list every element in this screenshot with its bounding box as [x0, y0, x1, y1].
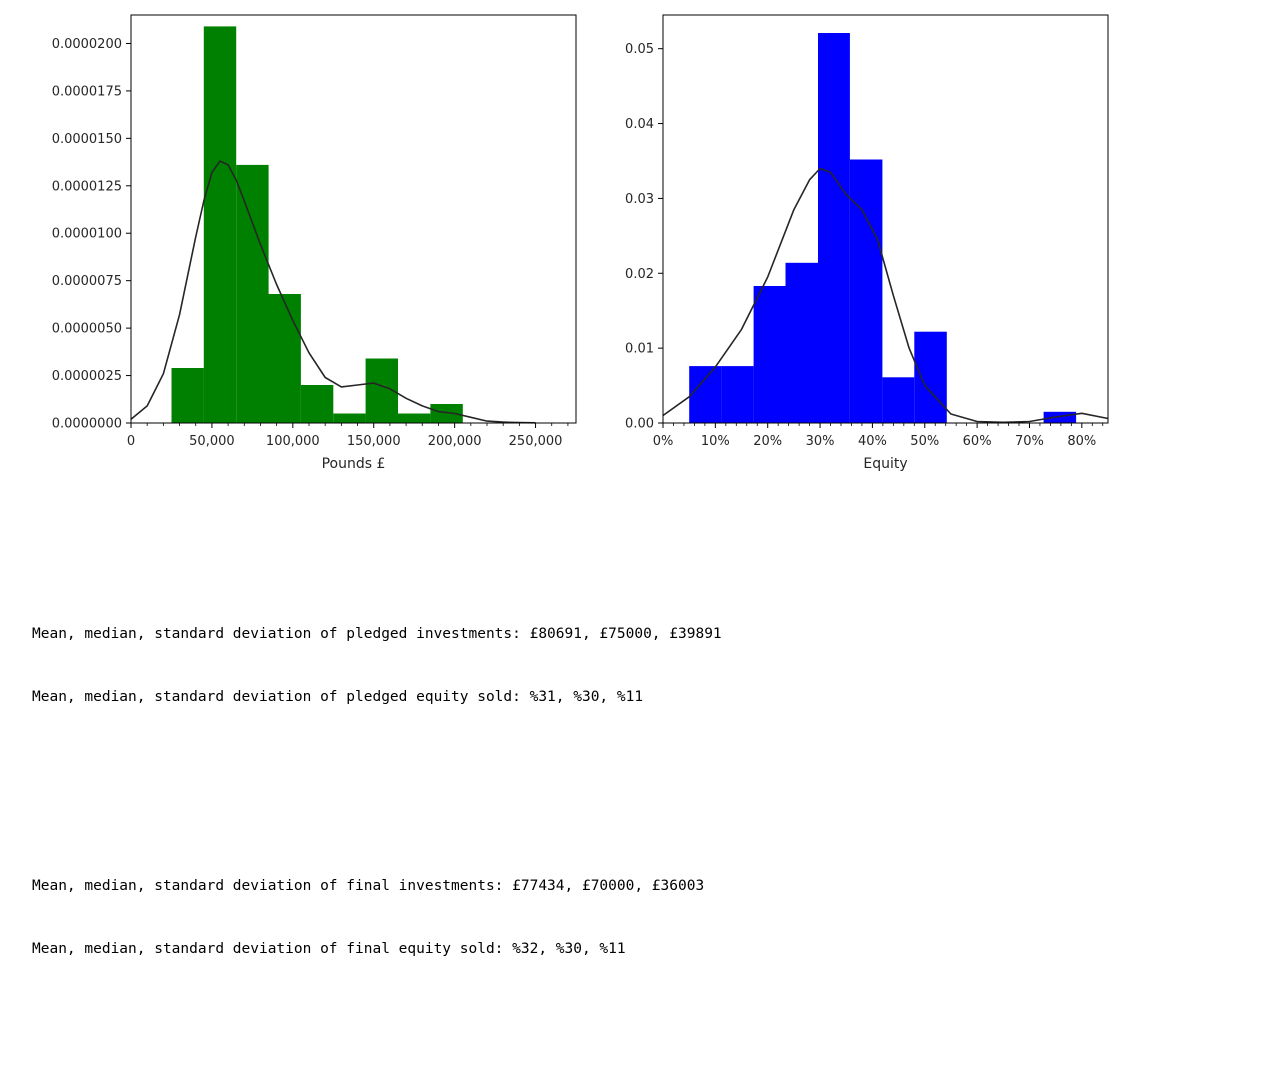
- x-tick-label: 100,000: [266, 434, 320, 449]
- x-tick-label: 30%: [806, 434, 835, 449]
- x-tick-label: 40%: [858, 434, 887, 449]
- x-tick-label: 80%: [1067, 434, 1096, 449]
- x-tick-label: 20%: [753, 434, 782, 449]
- histogram-bar: [818, 33, 850, 423]
- y-tick-label: 0.0000025: [52, 369, 122, 384]
- x-tick-label: 50%: [910, 434, 939, 449]
- y-tick-label: 0.0000075: [52, 274, 122, 289]
- plot-frame: [662, 14, 1109, 424]
- final-investments-stats-line: Mean, median, standard deviation of fina…: [32, 878, 705, 894]
- histogram-bar: [689, 366, 722, 423]
- y-tick-label: 0.0000150: [52, 132, 122, 147]
- histogram-bar: [430, 404, 463, 423]
- histogram-bar: [721, 366, 754, 423]
- x-tick-label: 200,000: [428, 434, 482, 449]
- y-tick-label: 0.0000100: [52, 227, 122, 242]
- y-tick-label: 0.0000050: [52, 322, 122, 337]
- histogram-bar: [849, 159, 883, 423]
- x-axis-label: Equity: [863, 456, 907, 472]
- x-tick-label: 150,000: [347, 434, 401, 449]
- kde-curve: [130, 160, 536, 424]
- histogram-bar: [882, 377, 915, 423]
- histogram-bar: [268, 294, 301, 423]
- y-tick-label: 0.0000200: [52, 37, 122, 52]
- histogram-bar: [398, 413, 431, 423]
- x-tick-label: 0%: [653, 434, 674, 449]
- histogram-bar: [333, 413, 366, 423]
- final-stats-block: Mean, median, standard deviation of fina…: [32, 834, 722, 1002]
- histogram-bar: [236, 164, 269, 423]
- x-tick-label: 60%: [963, 434, 992, 449]
- x-tick-label: 0: [127, 434, 135, 449]
- chart-1: 0 50,000 100,000 150,000 200,000 250,000 0.000…: [52, 14, 577, 472]
- chart-figure: 0 50,000 100,000 150,000 200,000 250,0000.000…: [52, 14, 1109, 472]
- x-tick-label: 50,000: [189, 434, 235, 449]
- chart-2: 0% 10% 20% 30% 40% 50% 60% 70% 80% 0.00 0.01 0.02 0.…: [625, 14, 1109, 472]
- y-tick-label: 0.0000125: [52, 179, 122, 194]
- pledged-investments-stats-line: Mean, median, standard deviation of pled…: [32, 626, 722, 642]
- kde-curve: [662, 167, 1109, 424]
- histogram-bar: [171, 368, 204, 423]
- y-tick-label: 0.0000175: [52, 84, 122, 99]
- final-equity-stats-line: Mean, median, standard deviation of fina…: [32, 941, 626, 957]
- histogram-bar: [300, 385, 334, 423]
- x-tick-label: 10%: [701, 434, 730, 449]
- plot-frame: [130, 14, 577, 424]
- y-tick-label: 0.02: [625, 267, 654, 282]
- x-axis-label: Pounds £: [322, 456, 386, 472]
- histogram-bar: [753, 286, 786, 423]
- y-tick-label: 0.01: [625, 342, 654, 357]
- y-tick-label: 0.0000000: [52, 417, 122, 432]
- histogram-bar: [914, 331, 947, 423]
- x-tick-label: 250,000: [509, 434, 563, 449]
- histogram-bar: [203, 26, 237, 424]
- x-tick-label: 70%: [1015, 434, 1044, 449]
- y-tick-label: 0.05: [625, 42, 654, 57]
- pledged-equity-stats-line: Mean, median, standard deviation of pled…: [32, 689, 644, 705]
- y-tick-label: 0.04: [625, 117, 654, 132]
- cell-output: Mean, median, standard deviation of pled…: [32, 540, 722, 1065]
- histogram-bar: [1043, 411, 1077, 423]
- y-tick-label: 0.00: [625, 417, 654, 432]
- histogram-bar: [785, 262, 818, 423]
- pledged-stats-block: Mean, median, standard deviation of pled…: [32, 582, 722, 750]
- y-tick-label: 0.03: [625, 192, 654, 207]
